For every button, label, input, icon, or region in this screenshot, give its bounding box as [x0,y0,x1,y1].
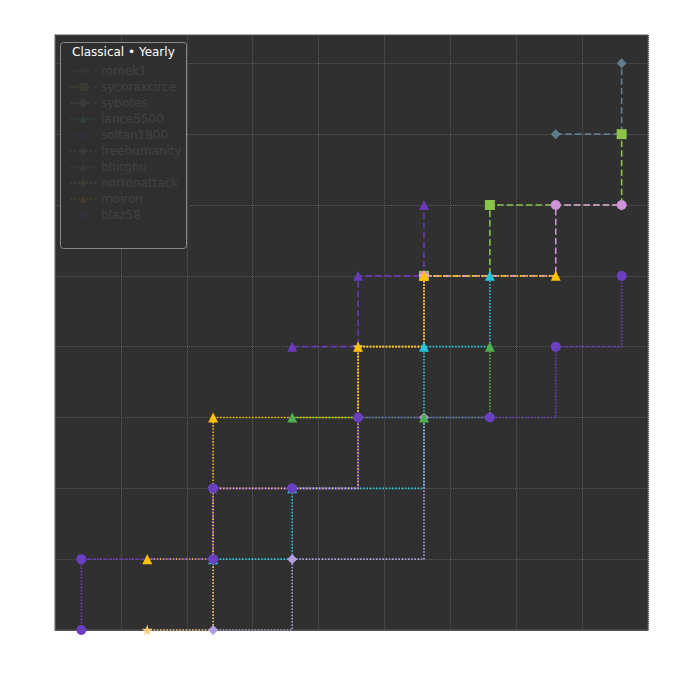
svg-text:Classical • Yearly: Classical • Yearly [72,45,175,59]
